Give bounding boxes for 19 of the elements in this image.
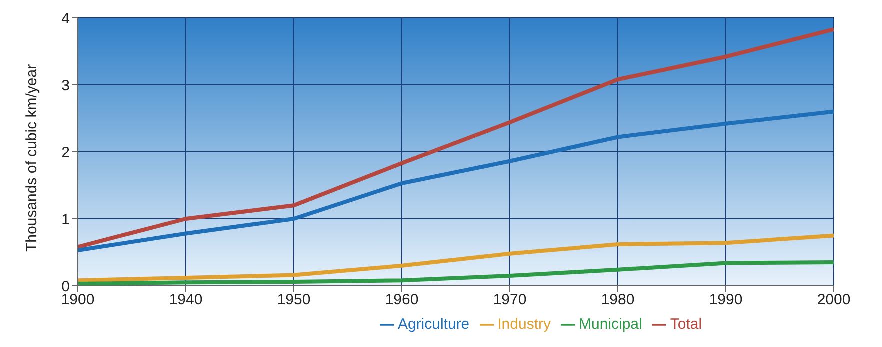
x-tick-label: 1960 xyxy=(385,292,419,309)
legend-label: Agriculture xyxy=(398,316,470,333)
line-series xyxy=(76,27,836,250)
line-series xyxy=(76,110,836,252)
x-tick-label: 1950 xyxy=(277,292,311,309)
y-axis-title: Thousands of cubic km/year xyxy=(23,64,40,252)
legend-label: Industry xyxy=(498,316,551,333)
x-tick-label: 1990 xyxy=(709,292,743,309)
x-tick-label: 1970 xyxy=(493,292,527,309)
line-series xyxy=(76,234,836,283)
y-tick-label: 4 xyxy=(62,10,70,28)
x-tick-label: 1940 xyxy=(169,292,203,309)
x-tick-label: 2000 xyxy=(817,292,851,309)
y-tick-label: 3 xyxy=(62,77,70,94)
y-tick-label: 1 xyxy=(62,211,70,228)
legend-label: Municipal xyxy=(579,316,642,333)
x-tick-label: 1980 xyxy=(601,292,635,309)
y-tick-label: 2 xyxy=(62,144,70,162)
legend-label: Total xyxy=(670,316,702,333)
